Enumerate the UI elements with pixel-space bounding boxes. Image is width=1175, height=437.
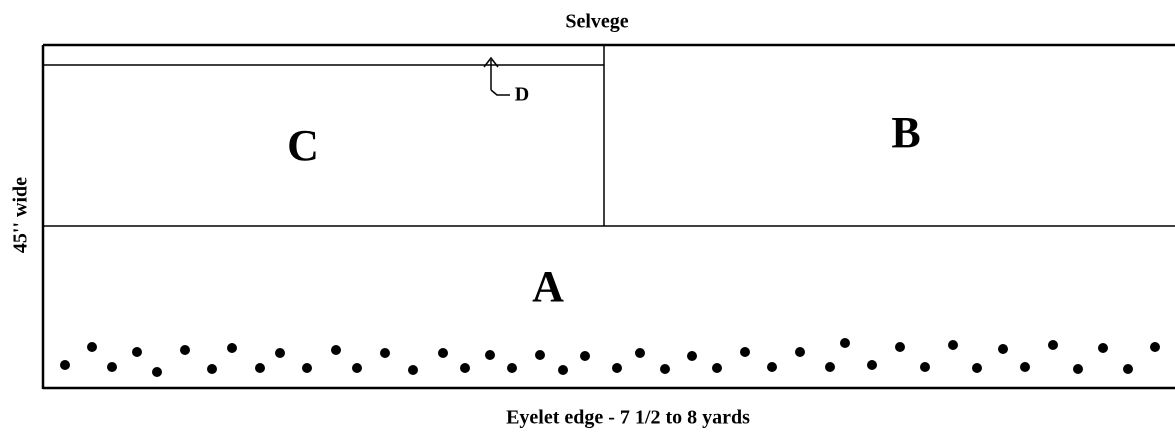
eyelet-dot — [1020, 362, 1030, 372]
eyelet-dot — [302, 363, 312, 373]
fabric-outline — [41, 43, 1175, 390]
eyelet-dot — [107, 362, 117, 372]
eyelet-dot — [438, 348, 448, 358]
eyelet-dot — [825, 362, 835, 372]
eyelet-dot — [535, 350, 545, 360]
eyelet-dot — [767, 362, 777, 372]
eyelet-dot — [207, 364, 217, 374]
eyelet-dot — [87, 342, 97, 352]
eyelet-dot — [998, 344, 1008, 354]
eyelet-dot — [920, 362, 930, 372]
width-label: 45'' wide — [10, 177, 32, 253]
eyelet-dot — [1073, 364, 1083, 374]
arrow-d — [483, 56, 510, 96]
eyelet-dot — [485, 350, 495, 360]
eyelet-dot — [1150, 342, 1160, 352]
eyelet-dot — [795, 347, 805, 357]
eyelet-dot — [687, 351, 697, 361]
piece-b-label: B — [891, 108, 920, 157]
eyelet-dot — [895, 342, 905, 352]
eyelet-dot — [635, 348, 645, 358]
eyelet-dot — [331, 345, 341, 355]
eyelet-dot — [1123, 364, 1133, 374]
eyelet-dot — [1098, 343, 1108, 353]
eyelet-dot — [255, 363, 265, 373]
eyelet-dot — [60, 360, 70, 370]
eyelet-dot — [380, 348, 390, 358]
eyelet-dot — [180, 345, 190, 355]
eyelet-dot — [460, 363, 470, 373]
eyelet-dot — [558, 365, 568, 375]
eyelet-dot — [840, 338, 850, 348]
eyelet-dot — [507, 363, 517, 373]
eyelet-dot — [152, 367, 162, 377]
eyelet-dot — [660, 364, 670, 374]
selvege-label: Selvege — [565, 11, 628, 33]
eyelet-dot — [580, 351, 590, 361]
eyelet-dot — [740, 347, 750, 357]
piece-d-label: D — [515, 84, 529, 106]
eyelet-dot — [132, 347, 142, 357]
eyelet-dots — [60, 338, 1160, 377]
eyelet-dot — [275, 348, 285, 358]
eyelet-edge-label: Eyelet edge - 7 1/2 to 8 yards — [506, 407, 750, 429]
eyelet-dot — [408, 365, 418, 375]
eyelet-dot — [1048, 340, 1058, 350]
eyelet-dot — [712, 363, 722, 373]
eyelet-dot — [948, 340, 958, 350]
eyelet-dot — [612, 363, 622, 373]
eyelet-dot — [972, 363, 982, 373]
piece-c-label: C — [287, 121, 319, 170]
piece-a-label: A — [532, 262, 564, 311]
eyelet-dot — [867, 360, 877, 370]
eyelet-dot — [352, 363, 362, 373]
eyelet-dot — [227, 343, 237, 353]
